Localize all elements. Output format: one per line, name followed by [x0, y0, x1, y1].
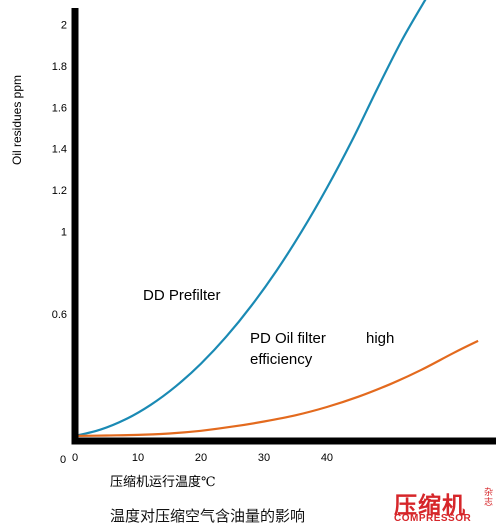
figure-caption: 温度对压缩空气含油量的影响 — [110, 507, 306, 525]
x-tick-label: 0 — [72, 452, 78, 464]
x-tick-label: 10 — [132, 452, 144, 464]
y-tick-labels: 0.6 1 1.2 1.4 1.6 1.8 2 — [52, 20, 67, 321]
series-line-pd-oil-filter — [74, 339, 479, 437]
y-tick-label: 2 — [61, 20, 67, 32]
x-axis-title: 压缩机运行温度℃ — [110, 474, 216, 490]
y-tick-label: 1 — [61, 226, 67, 238]
x-tick-labels: 0 10 20 30 40 — [72, 452, 333, 464]
annotation-efficiency: efficiency — [250, 351, 313, 368]
annotation-high: high — [366, 330, 394, 347]
logo-side-text: 杂志 — [484, 488, 494, 508]
y-tick-label: 1.4 — [52, 144, 67, 156]
logo-main-text: 压缩机 — [394, 493, 466, 519]
x-tick-label: 40 — [321, 452, 333, 464]
y-tick-label: 1.8 — [52, 61, 67, 73]
y-tick-label: 1.6 — [52, 102, 67, 114]
x-tick-label: 20 — [195, 452, 207, 464]
logo-sub-text: COMPRESSOR — [394, 513, 472, 524]
magazine-logo: 压缩机 杂志 COMPRESSOR — [394, 486, 494, 526]
x-tick-label: 30 — [258, 452, 270, 464]
y-origin-label: 0 — [60, 454, 66, 466]
series-lines — [74, 0, 479, 437]
y-axis-title: Oil residues ppm — [10, 75, 24, 165]
series-line-dd-prefilter — [74, 0, 427, 437]
annotation-pd-oil-filter: PD Oil filter — [250, 330, 326, 347]
y-tick-label: 0.6 — [52, 309, 67, 321]
y-tick-label: 1.2 — [52, 185, 67, 197]
annotation-dd-prefilter: DD Prefilter — [143, 287, 221, 304]
